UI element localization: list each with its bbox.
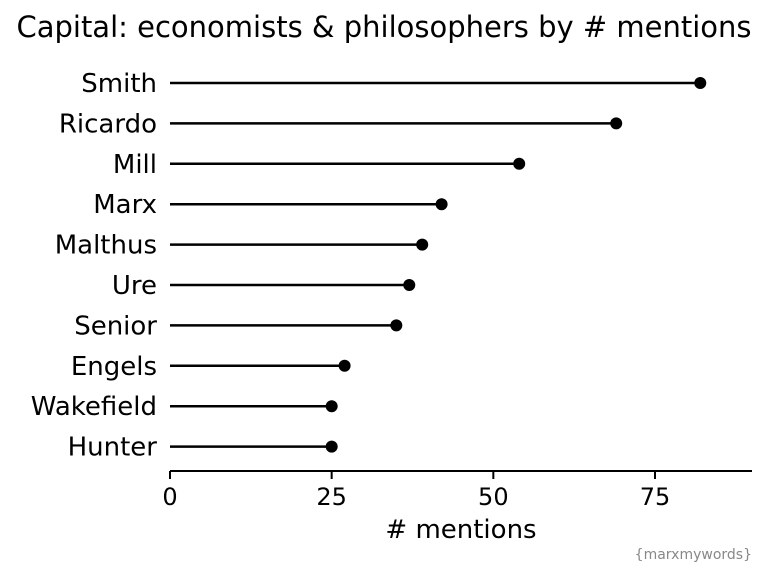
category-label-malthus: Malthus [55,231,157,261]
point-wakefield [325,400,338,413]
category-label-hunter: Hunter [68,433,158,463]
point-engels [338,359,351,372]
category-label-ricardo: Ricardo [59,109,157,139]
x-tick-label-25: 25 [316,483,347,511]
category-label-senior: Senior [74,311,157,341]
point-senior [390,319,403,332]
point-hunter [325,440,338,453]
x-axis-title: # mentions [385,515,536,545]
lollipop-points [325,77,707,453]
category-label-engels: Engels [71,352,157,382]
point-marx [435,198,448,211]
x-tick-label-50: 50 [478,483,509,511]
category-labels: Smith Ricardo Mill Marx Malthus Ure Senior Enge… [31,69,158,463]
x-axis-ticks: 0 25 50 75 [162,471,670,511]
category-label-mill: Mill [113,150,157,180]
point-smith [694,77,707,89]
category-label-marx: Marx [93,190,157,220]
point-ure [403,279,416,291]
point-mill [513,157,526,170]
lollipop-stems [170,81,701,448]
chart-title: Capital: economists & philosophers by # … [16,10,751,44]
category-label-wakefield: Wakefield [31,392,157,422]
x-tick-label-75: 75 [640,483,671,511]
caption: {marxmywords} [635,547,752,563]
category-label-ure: Ure [112,271,157,301]
point-malthus [416,238,429,251]
x-tick-label-0: 0 [162,483,177,511]
category-label-smith: Smith [81,69,157,99]
point-ricardo [610,117,623,130]
